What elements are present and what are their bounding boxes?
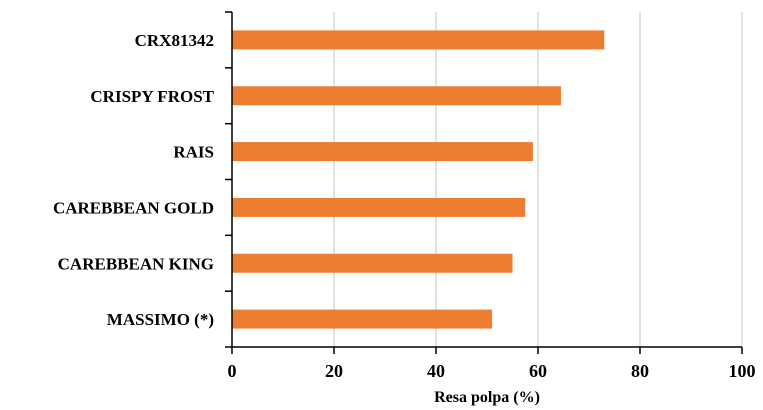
- x-tick-label: 60: [529, 361, 547, 381]
- x-tick-label: 0: [228, 361, 237, 381]
- x-axis-title: Resa polpa (%): [434, 389, 540, 406]
- axes: [225, 11, 743, 354]
- category-label: CAREBBEAN GOLD: [53, 198, 214, 217]
- bar-rais: [232, 142, 533, 162]
- category-label: CRISPY FROST: [90, 87, 214, 106]
- bars: [232, 30, 605, 329]
- category-label: CAREBBEAN KING: [58, 254, 214, 273]
- labels: CRX81342 CRISPY FROST RAIS CAREBBEAN GOLD CA…: [53, 31, 756, 381]
- category-label: CRX81342: [135, 31, 214, 50]
- gridlines: [333, 12, 743, 347]
- bar-crx81342: [232, 30, 605, 50]
- x-tick-label: 80: [631, 361, 649, 381]
- bar-carebbean-gold: [232, 197, 526, 217]
- x-tick-label: 20: [325, 361, 343, 381]
- category-label: MASSIMO (*): [107, 310, 214, 329]
- bar-massimo: [232, 309, 493, 329]
- category-label: RAIS: [173, 143, 214, 162]
- bar-crispy-frost: [232, 86, 561, 106]
- x-tick-label: 100: [729, 361, 756, 381]
- bar-carebbean-king: [232, 253, 513, 273]
- x-tick-label: 40: [427, 361, 445, 381]
